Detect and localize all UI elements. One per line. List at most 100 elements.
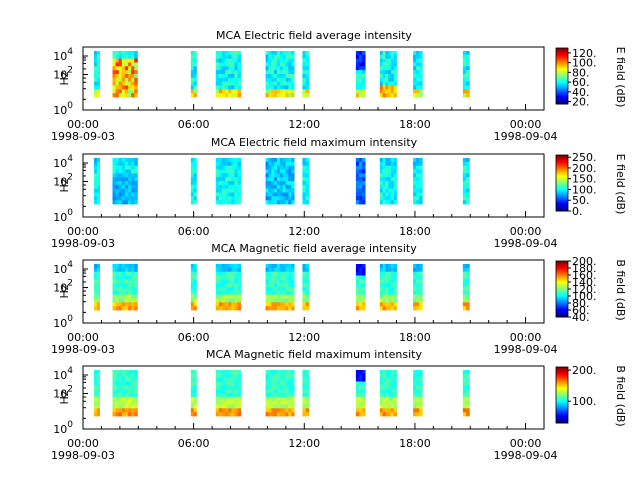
y-tick-label: 104 — [53, 154, 73, 170]
colorbar-tick-label: 100. — [572, 290, 597, 303]
x-end-date: 1998-09-04 — [494, 449, 558, 462]
y-axis-label: Hz — [58, 71, 71, 85]
y-tick-label: 104 — [53, 47, 73, 63]
x-tick-label: 00:00 — [510, 118, 542, 131]
spectrogram-data — [94, 264, 470, 311]
x-tick-label: 00:00 — [510, 225, 542, 238]
colorbar-tick-label: 100. — [572, 183, 597, 196]
data-block — [355, 51, 366, 98]
x-tick-label: 12:00 — [288, 331, 320, 344]
data-block — [112, 370, 138, 417]
data-block — [302, 264, 310, 311]
x-tick-label: 18:00 — [399, 118, 431, 131]
data-block — [413, 51, 423, 98]
colorbar-tick-label: 150. — [572, 173, 597, 186]
x-tick-label: 00:00 — [67, 118, 99, 131]
data-block — [302, 158, 310, 205]
panel-b_max: MCA Magnetic field maximum intensity 100 1… — [51, 348, 627, 462]
data-block — [462, 51, 470, 98]
x-start-date: 1998-09-03 — [51, 449, 115, 462]
x-start-date: 1998-09-03 — [51, 130, 115, 143]
panel-e_max: MCA Electric field maximum intensity 100 1… — [51, 136, 627, 250]
data-block — [190, 370, 197, 417]
colorbar: 200. 100. B field (dB) — [555, 364, 627, 427]
x-tick-label: 18:00 — [399, 331, 431, 344]
colorbar-label: E field (dB) — [614, 154, 627, 215]
data-block — [190, 51, 197, 98]
plot-frame — [82, 365, 545, 430]
x-tick-label: 18:00 — [399, 225, 431, 238]
colorbar-tick-label: 100. — [572, 395, 597, 408]
x-tick-label: 12:00 — [288, 437, 320, 450]
x-tick-label: 06:00 — [178, 437, 210, 450]
panel-title: MCA Magnetic field maximum intensity — [206, 348, 422, 361]
spectrogram-data — [94, 51, 470, 98]
y-tick-label: 100 — [53, 420, 73, 436]
data-block — [215, 51, 242, 98]
data-block — [302, 370, 310, 417]
data-block — [379, 51, 397, 98]
data-block — [190, 158, 197, 205]
colorbar-tick-label: 80. — [572, 297, 590, 310]
colorbar-tick-label: 40. — [572, 311, 590, 324]
y-tick-label: 104 — [53, 366, 73, 382]
colorbar: 250.200.150.100.50.0. E field (dB) — [555, 151, 627, 218]
data-block — [94, 51, 100, 98]
x-tick-label: 12:00 — [288, 118, 320, 131]
panel-title: MCA Magnetic field average intensity — [211, 242, 417, 255]
x-tick-label: 00:00 — [67, 331, 99, 344]
data-block — [379, 370, 397, 417]
colorbar-tick-label: 120. — [572, 283, 597, 296]
colorbar-tick-label: 60. — [572, 76, 590, 89]
colorbar-tick-label: 0. — [572, 205, 583, 218]
colorbar-tick-label: 200. — [572, 364, 597, 377]
colorbar: 120.100.80.60.40.20. E field (dB) — [555, 47, 627, 109]
colorbar-tick-label: 160. — [572, 269, 597, 282]
colorbar-tick-label: 140. — [572, 276, 597, 289]
colorbar-label: B field (dB) — [614, 259, 627, 320]
colorbar: 200.180.160.140.120.100.80.60.40. B field… — [555, 255, 627, 324]
colorbar-tick-label: 80. — [572, 66, 590, 79]
colorbar-tick-label: 200. — [572, 255, 597, 268]
x-end-date: 1998-09-04 — [494, 130, 558, 143]
x-tick-label: 00:00 — [510, 437, 542, 450]
x-tick-label: 06:00 — [178, 225, 210, 238]
x-tick-label: 00:00 — [510, 331, 542, 344]
colorbar-label: B field (dB) — [614, 365, 627, 426]
panel-b_avg: MCA Magnetic field average intensity 100 1… — [51, 242, 627, 356]
data-block — [94, 264, 100, 311]
data-block — [190, 264, 197, 311]
data-block — [462, 264, 470, 311]
data-block — [355, 264, 366, 311]
colorbar-tick-label: 100. — [572, 57, 597, 70]
colorbar-label: E field (dB) — [614, 47, 627, 108]
x-tick-label: 06:00 — [178, 118, 210, 131]
plot-frame — [82, 259, 545, 324]
y-tick-label: 100 — [53, 314, 73, 330]
data-block — [94, 370, 100, 417]
colorbar-tick-label: 60. — [572, 304, 590, 317]
colorbar-tick-label: 20. — [572, 96, 590, 109]
panel-e_avg: MCA Electric field average intensity 100 1… — [51, 29, 627, 143]
panel-title: MCA Electric field maximum intensity — [211, 136, 418, 149]
data-block — [215, 264, 242, 311]
x-end-date: 1998-09-04 — [494, 237, 558, 250]
data-block — [413, 370, 423, 417]
y-tick-label: 100 — [53, 101, 73, 117]
plot-frame — [82, 46, 545, 111]
data-block — [302, 51, 310, 98]
colorbar-tick-label: 200. — [572, 162, 597, 175]
colorbar-tick-label: 120. — [572, 47, 597, 60]
plot-frame — [82, 153, 545, 218]
data-block — [112, 158, 138, 205]
x-tick-label: 00:00 — [67, 437, 99, 450]
spectrogram-data — [94, 158, 470, 205]
x-tick-label: 12:00 — [288, 225, 320, 238]
x-tick-label: 06:00 — [178, 331, 210, 344]
data-block — [462, 370, 470, 417]
